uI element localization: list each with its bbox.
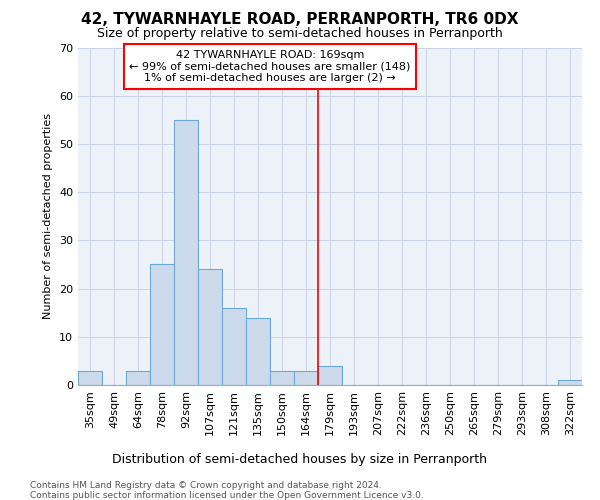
Bar bbox=[294, 370, 318, 385]
Bar bbox=[318, 366, 342, 385]
Bar bbox=[78, 370, 102, 385]
Text: Distribution of semi-detached houses by size in Perranporth: Distribution of semi-detached houses by … bbox=[113, 452, 487, 466]
Text: Contains public sector information licensed under the Open Government Licence v3: Contains public sector information licen… bbox=[30, 491, 424, 500]
Text: Contains HM Land Registry data © Crown copyright and database right 2024.: Contains HM Land Registry data © Crown c… bbox=[30, 481, 382, 490]
Bar bbox=[126, 370, 150, 385]
Bar bbox=[246, 318, 270, 385]
Text: 42, TYWARNHAYLE ROAD, PERRANPORTH, TR6 0DX: 42, TYWARNHAYLE ROAD, PERRANPORTH, TR6 0… bbox=[81, 12, 519, 28]
Bar bbox=[558, 380, 582, 385]
Bar bbox=[150, 264, 174, 385]
Bar bbox=[174, 120, 198, 385]
Bar bbox=[270, 370, 294, 385]
Text: Size of property relative to semi-detached houses in Perranporth: Size of property relative to semi-detach… bbox=[97, 28, 503, 40]
Y-axis label: Number of semi-detached properties: Number of semi-detached properties bbox=[43, 114, 53, 320]
Bar bbox=[198, 270, 222, 385]
Bar bbox=[222, 308, 246, 385]
Text: 42 TYWARNHAYLE ROAD: 169sqm
← 99% of semi-detached houses are smaller (148)
1% o: 42 TYWARNHAYLE ROAD: 169sqm ← 99% of sem… bbox=[130, 50, 410, 83]
